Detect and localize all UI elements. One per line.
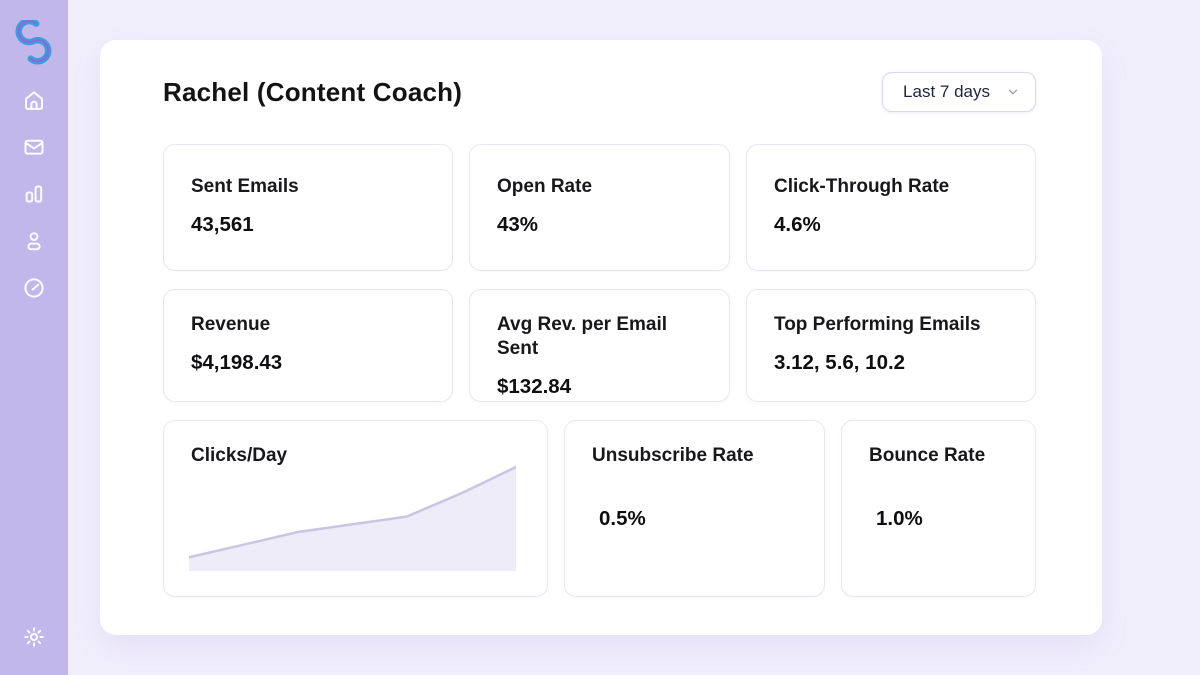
- bar-chart-icon: [25, 185, 43, 203]
- sidebar-footer: [20, 623, 48, 651]
- metric-value: $4,198.43: [191, 351, 283, 374]
- metric-card-click-through-rate: Click-Through Rate 4.6%: [746, 144, 1036, 271]
- s-curve-logo-icon: [15, 17, 52, 65]
- metric-card-top-performing: Top Performing Emails 3.12, 5.6, 10.2: [746, 289, 1036, 402]
- metric-value: $132.84: [497, 375, 572, 398]
- chevron-down-icon: [1008, 89, 1018, 95]
- metric-label: Open Rate: [497, 176, 593, 197]
- metric-card-revenue: Revenue $4,198.43: [163, 289, 453, 402]
- sidebar-item-history[interactable]: [20, 274, 48, 302]
- sidebar-item-home[interactable]: [20, 86, 48, 114]
- clicks-per-day-card: Clicks/Day: [163, 420, 548, 597]
- dashboard-header: Rachel (Content Coach) Last 7 days: [163, 71, 1036, 113]
- metric-card-avg-revenue: Avg Rev. per Email Sent $132.84: [469, 289, 730, 402]
- metric-value: 0.5%: [599, 507, 646, 530]
- sidebar: [0, 0, 68, 675]
- sidebar-item-profile[interactable]: [20, 227, 48, 255]
- gear-icon: [24, 627, 44, 647]
- metrics-row-2: Revenue $4,198.43 Avg Rev. per Email Sen…: [163, 289, 1036, 402]
- clicks-area-chart: [189, 463, 516, 571]
- metrics-grid: Sent Emails 43,561 Open Rate 43% Click-T…: [163, 144, 1036, 597]
- home-icon: [25, 91, 43, 110]
- metric-label: Unsubscribe Rate: [592, 445, 754, 466]
- metric-value: 1.0%: [876, 507, 923, 530]
- metric-label: Revenue: [191, 314, 271, 335]
- metric-label: Top Performing Emails: [774, 314, 981, 335]
- date-range-select[interactable]: Last 7 days: [882, 72, 1036, 112]
- user-icon: [27, 232, 41, 251]
- sidebar-item-analytics[interactable]: [20, 180, 48, 208]
- sidebar-item-mail[interactable]: [20, 133, 48, 161]
- sidebar-nav: [20, 86, 48, 302]
- metric-value: 43%: [497, 213, 539, 236]
- metric-card-sent-emails: Sent Emails 43,561: [163, 144, 453, 271]
- metric-card-bounce-rate: Bounce Rate 1.0%: [841, 420, 1036, 597]
- metrics-row-1: Sent Emails 43,561 Open Rate 43% Click-T…: [163, 144, 1036, 271]
- settings-button[interactable]: [20, 623, 48, 651]
- metrics-row-3: Clicks/Day Unsubscribe Rate 0.5% Bounce …: [163, 420, 1036, 597]
- metric-label: Avg Rev. per Email Sent: [497, 314, 668, 359]
- metric-label: Click-Through Rate: [774, 176, 950, 197]
- metric-label: Sent Emails: [191, 176, 299, 197]
- mail-icon: [24, 139, 44, 155]
- metric-value: 4.6%: [774, 213, 821, 236]
- clock-icon: [24, 278, 44, 298]
- page-title: Rachel (Content Coach): [163, 76, 463, 107]
- metric-card-unsubscribe-rate: Unsubscribe Rate 0.5%: [564, 420, 825, 597]
- app-logo[interactable]: [9, 17, 59, 66]
- metric-card-open-rate: Open Rate 43%: [469, 144, 730, 271]
- metric-value: 3.12, 5.6, 10.2: [774, 351, 906, 374]
- date-range-value: Last 7 days: [903, 82, 990, 101]
- chart-title: Clicks/Day: [191, 445, 288, 466]
- metric-value: 43,561: [191, 213, 254, 236]
- dashboard-panel: Rachel (Content Coach) Last 7 days Sent …: [100, 40, 1102, 635]
- metric-label: Bounce Rate: [869, 445, 986, 466]
